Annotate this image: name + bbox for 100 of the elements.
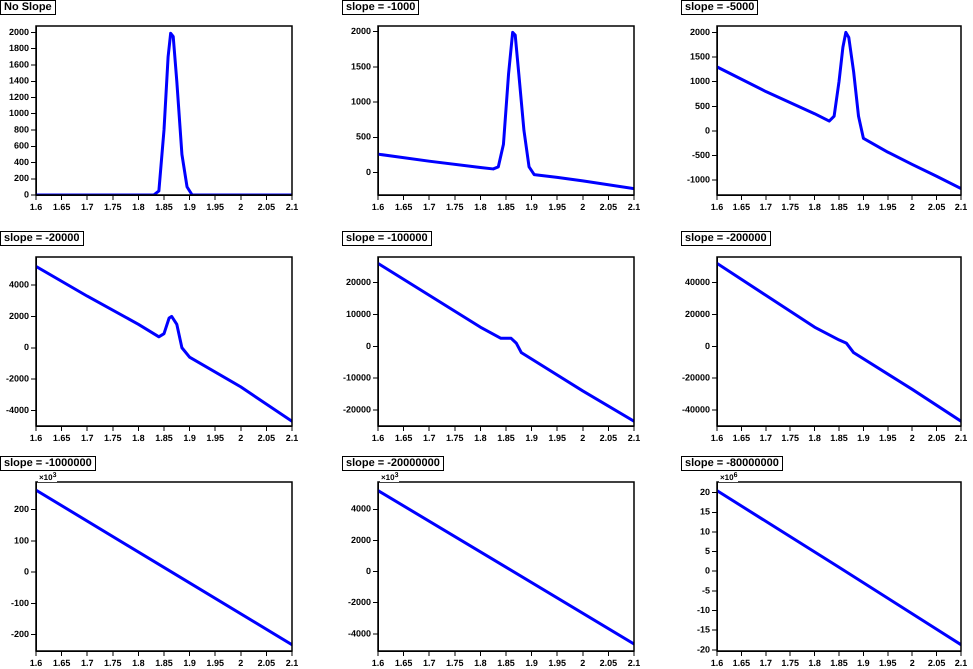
x-tick-label: 1.95 (548, 658, 566, 668)
x-tick-label: 2.1 (954, 432, 968, 443)
x-tick-label: 2.1 (286, 202, 298, 212)
x-tick-label: 1.6 (372, 658, 384, 668)
y-tick-label: 20 (700, 487, 710, 498)
y-tick-label: 0 (24, 342, 29, 352)
y-tick-label: 600 (14, 140, 29, 151)
x-tick-label: 1.8 (132, 658, 145, 668)
x-tick-label: 1.75 (446, 658, 464, 668)
x-tick-label: 2 (910, 202, 915, 212)
y-tick-label: 20000 (346, 276, 371, 287)
x-tick-label: 1.95 (206, 432, 224, 443)
x-tick-label: 2.05 (928, 202, 946, 212)
x-tick-label: 1.8 (132, 432, 145, 443)
x-tick-label: 2.1 (628, 202, 640, 212)
x-tick-label: 1.75 (781, 432, 799, 443)
x-tick-label: 1.9 (857, 202, 870, 212)
y-tick-label: 1200 (8, 92, 29, 102)
x-tick-label: 1.65 (394, 658, 412, 668)
y-tick-label: -20000 (682, 372, 710, 383)
y-tick-label: 10000 (346, 308, 371, 319)
x-tick-label: 1.95 (548, 432, 566, 443)
y-tick-label: -2000 (6, 374, 29, 384)
chart-title: slope = -200000 (681, 231, 771, 246)
x-tick-label: 1.8 (132, 202, 145, 212)
y-tick-label: 0 (366, 166, 371, 177)
y-tick-label: -4000 (6, 404, 29, 415)
x-tick-label: 1.6 (710, 432, 724, 443)
x-tick-label: 1.6 (710, 658, 724, 668)
x-tick-label: 1.8 (808, 432, 821, 443)
x-tick-label: 1.65 (732, 202, 750, 212)
y-tick-label: 1000 (8, 108, 29, 118)
x-tick-label: 2 (580, 658, 586, 668)
x-tick-label: 2 (580, 432, 586, 443)
x-tick-label: 1.9 (857, 658, 870, 668)
x-tick-label: 1.9 (183, 432, 196, 443)
y-tick-label: -10000 (342, 372, 371, 383)
x-tick-label: 1.9 (183, 658, 196, 668)
chart-title: No Slope (0, 0, 56, 15)
x-tick-label: 2.1 (286, 658, 298, 668)
x-tick-label: 2.05 (258, 432, 276, 443)
x-tick-label: 1.9 (525, 432, 538, 443)
y-tick-label: 40000 (684, 276, 710, 287)
y-tick-label: 0 (704, 340, 710, 351)
x-tick-label: 1.9 (525, 202, 538, 212)
y-tick-label: 5 (704, 546, 710, 556)
x-tick-label: 1.65 (732, 658, 750, 668)
x-tick-label: 2 (238, 432, 244, 443)
chart-title: slope = -20000 (0, 231, 84, 246)
x-tick-label: 1.95 (879, 432, 897, 443)
x-tick-label: 2.05 (600, 432, 618, 443)
y-tick-label: 0 (366, 566, 371, 576)
x-tick-label: 1.9 (857, 432, 870, 443)
x-tick-label: 1.75 (781, 202, 799, 212)
x-tick-label: 2 (910, 658, 915, 668)
x-tick-label: 2 (910, 432, 915, 443)
x-tick-label: 1.6 (30, 202, 42, 212)
chart-title: slope = -1000000 (0, 456, 96, 471)
x-tick-label: 1.65 (52, 432, 70, 443)
x-tick-label: 1.85 (155, 202, 173, 212)
x-tick-label: 1.6 (30, 432, 42, 443)
y-tick-label: 500 (694, 100, 710, 111)
x-tick-label: 1.65 (394, 432, 412, 443)
x-tick-label: 1.75 (781, 658, 799, 668)
text: ×10$^{3}$ (38, 472, 58, 482)
x-tick-label: 2.05 (600, 658, 618, 668)
x-tick-label: 1.7 (80, 658, 94, 668)
y-tick-label: 1500 (690, 52, 710, 62)
y-tick-label: -100 (10, 598, 29, 608)
y-tick-label: -4000 (348, 628, 371, 638)
text: ×10$^{6}$ (719, 472, 738, 482)
y-tick-label: 20000 (684, 308, 710, 319)
y-tick-label: 100 (14, 535, 29, 546)
y-tick-label: 0 (24, 566, 29, 577)
x-tick-label: 1.75 (446, 202, 464, 212)
y-tick-label: 1600 (8, 59, 29, 70)
x-tick-label: 1.6 (710, 202, 724, 212)
y-tick-label: 2000 (8, 310, 29, 321)
y-tick-label: -200 (10, 629, 29, 640)
y-tick-label: 0 (366, 340, 371, 351)
y-tick-label: 0 (704, 566, 710, 576)
x-tick-label: 1.85 (155, 432, 173, 443)
x-tick-label: 2.1 (628, 658, 640, 668)
x-tick-label: 1.95 (879, 658, 897, 668)
y-tick-label: 4000 (8, 280, 29, 290)
x-tick-label: 1.65 (52, 658, 70, 668)
chart-title: slope = -20000000 (342, 456, 444, 471)
x-tick-label: 1.95 (548, 202, 566, 212)
y-tick-label: 500 (356, 132, 371, 142)
y-tick-label: 2000 (8, 26, 29, 37)
y-tick-label: -15 (696, 624, 710, 635)
y-tick-label: 1800 (8, 43, 29, 54)
x-tick-label: 2.05 (928, 658, 946, 668)
x-tick-label: 1.85 (830, 658, 848, 668)
y-tick-label: 1500 (350, 61, 371, 72)
x-tick-label: 2.05 (258, 202, 276, 212)
x-tick-label: 1.6 (372, 432, 384, 443)
y-tick-label: 2000 (350, 534, 371, 545)
x-tick-label: 1.7 (760, 432, 772, 443)
text: ×10$^{3}$ (380, 472, 400, 482)
